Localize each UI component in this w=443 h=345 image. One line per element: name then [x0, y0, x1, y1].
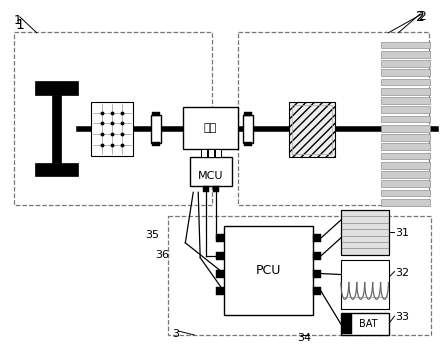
Bar — [381, 190, 430, 196]
Bar — [381, 42, 430, 48]
Bar — [289, 102, 335, 157]
Bar — [313, 269, 321, 277]
Text: 33: 33 — [396, 312, 409, 322]
Bar — [313, 252, 321, 260]
Bar — [381, 162, 430, 169]
Bar — [341, 210, 389, 255]
Text: 1: 1 — [14, 14, 22, 27]
Bar — [381, 69, 430, 76]
Text: 3: 3 — [172, 329, 179, 339]
Bar — [213, 186, 219, 192]
Bar — [238, 32, 429, 205]
Bar — [381, 51, 430, 58]
Bar — [244, 112, 252, 116]
Bar — [224, 226, 313, 315]
Bar — [152, 112, 159, 116]
Bar — [51, 95, 62, 162]
Text: 32: 32 — [396, 268, 410, 278]
Text: 1: 1 — [16, 18, 25, 32]
Bar — [341, 260, 389, 309]
Bar — [381, 125, 430, 131]
Bar — [183, 107, 238, 149]
Bar — [342, 314, 352, 334]
Bar — [208, 149, 214, 157]
Bar — [381, 79, 430, 85]
Bar — [381, 97, 430, 104]
Text: BAT: BAT — [359, 319, 378, 329]
Bar — [215, 149, 221, 157]
Bar — [381, 106, 430, 113]
Bar — [381, 116, 430, 122]
Bar — [381, 60, 430, 67]
Bar — [313, 287, 321, 295]
Text: 34: 34 — [297, 333, 311, 343]
Bar — [381, 134, 430, 141]
Bar — [381, 144, 430, 150]
Text: MCU: MCU — [198, 171, 224, 181]
Bar — [244, 142, 252, 146]
Bar — [216, 287, 224, 295]
Bar — [216, 252, 224, 260]
Text: 35: 35 — [146, 230, 159, 240]
Bar — [243, 115, 253, 143]
Text: 2: 2 — [418, 10, 426, 23]
Bar — [381, 152, 430, 159]
Bar — [313, 234, 321, 242]
Bar — [91, 102, 133, 156]
Bar — [292, 105, 332, 154]
Bar — [381, 199, 430, 206]
Text: 2: 2 — [416, 10, 425, 24]
Bar — [151, 115, 160, 143]
Bar — [35, 162, 78, 176]
Text: 36: 36 — [155, 250, 170, 260]
Bar — [35, 81, 78, 95]
Bar — [152, 142, 159, 146]
Bar — [341, 313, 389, 335]
Text: 电机: 电机 — [204, 123, 217, 133]
Bar — [216, 269, 224, 277]
Bar — [168, 216, 431, 335]
Text: 31: 31 — [396, 228, 409, 238]
Bar — [381, 171, 430, 178]
Bar — [203, 186, 209, 192]
Bar — [381, 88, 430, 95]
Bar — [14, 32, 212, 205]
Bar — [201, 149, 207, 157]
Bar — [190, 157, 232, 186]
Bar — [341, 210, 389, 255]
Bar — [216, 234, 224, 242]
Bar — [381, 180, 430, 187]
Text: PCU: PCU — [256, 264, 281, 277]
